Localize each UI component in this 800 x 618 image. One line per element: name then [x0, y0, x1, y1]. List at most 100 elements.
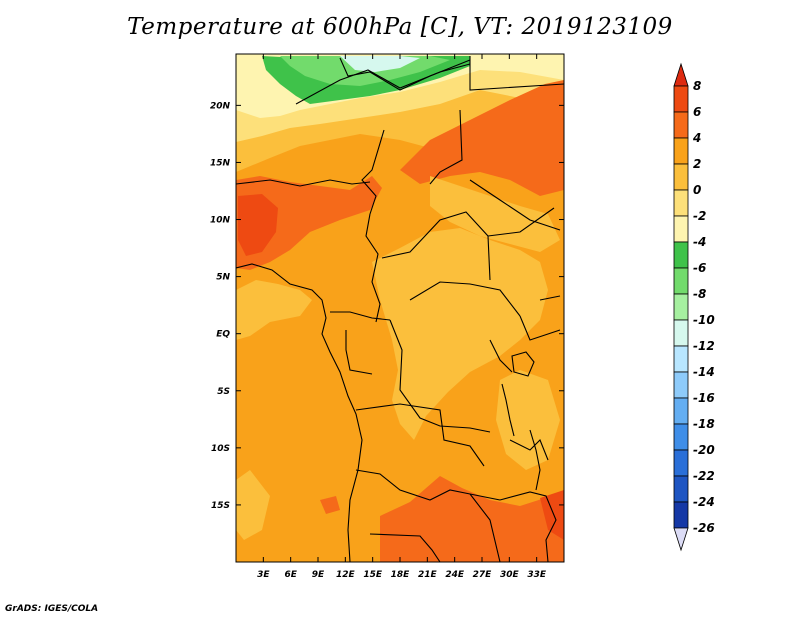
lat-tick-label: 5S	[217, 387, 230, 397]
colorbar-box	[673, 371, 689, 399]
colorbar-box	[673, 475, 689, 503]
lon-tick-label: 27E	[473, 570, 493, 580]
colorbar-bottom-arrow	[673, 527, 689, 552]
colorbar-label: 6	[693, 105, 701, 119]
colorbar-box	[673, 267, 689, 295]
colorbar-box	[673, 189, 689, 217]
colorbar-label: 4	[692, 131, 701, 145]
colorbar-label: -24	[693, 495, 715, 509]
contour-2c-gulf	[236, 280, 312, 340]
contour-6c-south	[540, 490, 564, 540]
lon-tick-label: 18E	[391, 570, 411, 580]
lat-tick-label: 10N	[210, 216, 231, 226]
colorbar-label: -16	[693, 391, 715, 405]
lat-tick-label: 20N	[210, 101, 231, 111]
lon-tick-label: 33E	[527, 570, 547, 580]
colorbar-box	[673, 215, 689, 243]
border-4	[469, 56, 564, 91]
colorbar-box	[673, 319, 689, 347]
colorbar-label: -8	[693, 287, 706, 301]
colorbar-box	[673, 423, 689, 451]
border-11	[409, 281, 521, 317]
border-12	[330, 311, 391, 321]
lat-tick-label: 15S	[211, 501, 230, 511]
colorbar-top-arrow	[673, 62, 689, 87]
colorbar-label: -2	[693, 209, 706, 223]
colorbar-label: 0	[693, 183, 701, 197]
lon-tick-label: 21E	[418, 570, 438, 580]
lake-victoria	[511, 351, 535, 377]
lat-tick-label: 5N	[216, 273, 230, 283]
lat-tick-label: 15N	[210, 158, 231, 168]
border-22	[539, 295, 561, 301]
lake-malawi	[529, 429, 541, 491]
colorbar-box	[673, 137, 689, 165]
border-23	[489, 339, 513, 373]
colorbar-label: -14	[693, 365, 715, 379]
border-6	[236, 179, 371, 187]
border-5	[361, 129, 385, 215]
longitude-axis: 3E 6E 9E 12E 15E 18E 21E 24E 27E 30E 33E	[257, 54, 547, 580]
contour-2c-east	[430, 176, 560, 252]
border-3	[429, 109, 463, 185]
colorbar-legend: 8 6 4 2 0 -2 -4 -6 -8 -10 -12 -14 -16 -18 -20 -22 -24 -26	[673, 62, 715, 552]
border-18	[469, 493, 501, 562]
temperature-field	[236, 54, 564, 562]
colorbar-label: -26	[693, 521, 715, 535]
border-13	[345, 330, 373, 375]
contour-minus10c-band	[340, 56, 420, 72]
lon-tick-label: 24E	[445, 570, 465, 580]
contour-4c-south	[380, 476, 564, 562]
colorbar-box	[673, 85, 689, 113]
border-19	[499, 491, 557, 562]
latitude-axis: 20N 15N 10N 5N EQ 5S 10S 15S	[210, 101, 564, 511]
colorbar-label: -4	[693, 235, 706, 249]
contour-2c-eastafrica	[496, 370, 560, 470]
contour-6c-west	[238, 194, 278, 256]
border-21	[519, 315, 561, 341]
lon-tick-label: 30E	[500, 570, 520, 580]
colorbar-label: -18	[693, 417, 715, 431]
contour-2c-central	[372, 228, 548, 440]
colorbar-label: -12	[693, 339, 715, 353]
border-17	[369, 533, 441, 562]
coastline	[236, 263, 363, 562]
contour-4c-southwest	[320, 496, 340, 514]
border-20	[509, 439, 549, 461]
border-8	[381, 211, 491, 281]
colorbar-box	[673, 345, 689, 373]
border-14	[389, 319, 491, 433]
border-1	[295, 63, 471, 105]
border-15	[355, 403, 485, 467]
border-2	[339, 57, 471, 91]
colorbar-label: 8	[693, 79, 701, 93]
lon-tick-label: 15E	[363, 570, 383, 580]
colorbar-box	[673, 163, 689, 191]
lon-tick-label: 12E	[336, 570, 356, 580]
contour-4c-west	[236, 176, 382, 270]
map-title: Temperature at 600hPa [C], VT: 201912310…	[127, 14, 673, 40]
colorbar-label: -20	[693, 443, 715, 457]
lat-tick-label: EQ	[216, 330, 230, 340]
colorbar-label: -22	[693, 469, 715, 483]
contour-4c-sahel	[400, 80, 564, 196]
lon-tick-label: 3E	[257, 570, 270, 580]
contour-2c-sw	[236, 470, 270, 540]
colorbar-label: -10	[693, 313, 715, 327]
colorbar-box	[673, 241, 689, 269]
colorbar-box	[673, 501, 689, 529]
colorbar-box	[673, 111, 689, 139]
border-7	[365, 213, 381, 323]
colorbar-box	[673, 397, 689, 425]
grads-credit: GrADS: IGES/COLA	[5, 604, 99, 614]
lon-tick-label: 6E	[284, 570, 297, 580]
colorbar-label: 2	[693, 157, 701, 171]
colorbar-box	[673, 449, 689, 477]
border-10	[469, 179, 561, 231]
colorbar-box	[673, 293, 689, 321]
lon-tick-label: 9E	[312, 570, 325, 580]
colorbar-label: -6	[693, 261, 706, 275]
coastlines-and-borders	[236, 56, 564, 562]
lat-tick-label: 10S	[211, 444, 230, 454]
